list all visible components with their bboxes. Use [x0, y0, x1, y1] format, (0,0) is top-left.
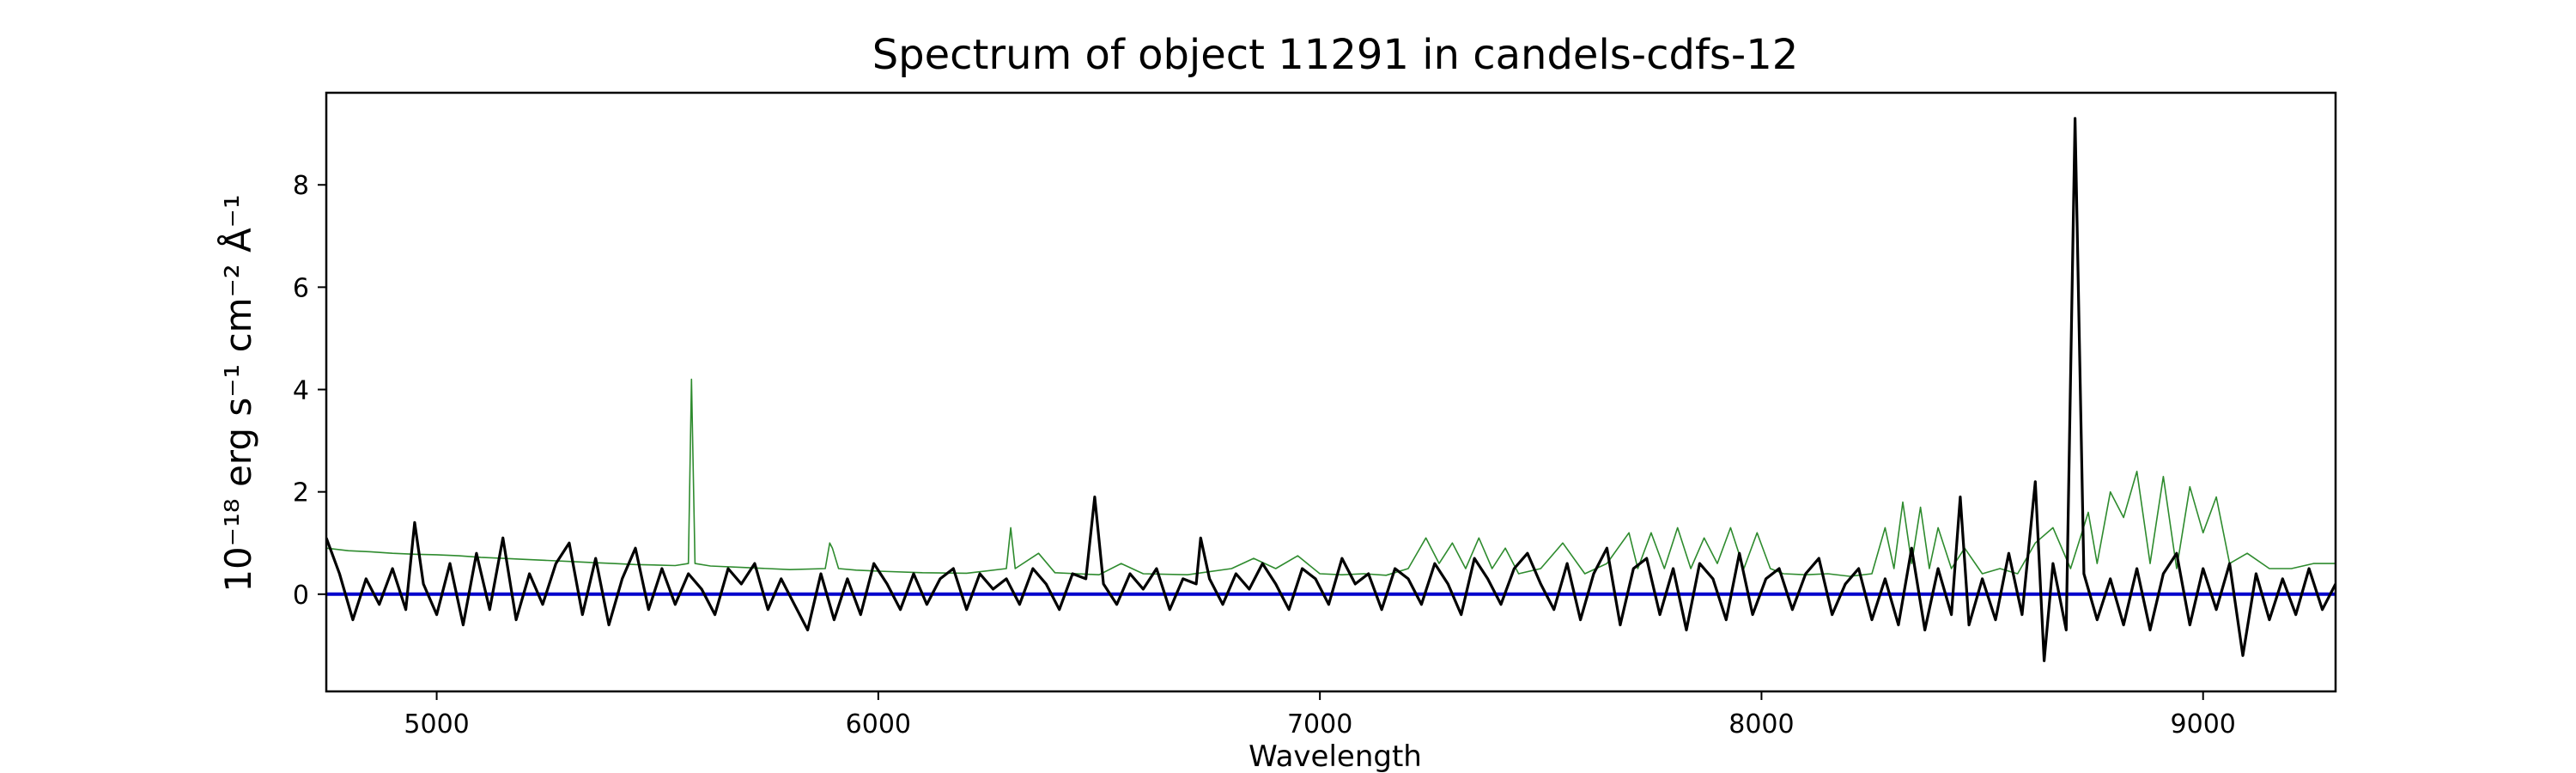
x-tick-label: 9000: [2171, 709, 2236, 740]
y-axis-label: 10⁻¹⁸ erg s⁻¹ cm⁻² Å⁻¹: [216, 194, 259, 592]
axis-ticks: 5000 6000 7000 8000 9000 0 2 4 6 8: [293, 171, 2236, 740]
y-tick-label: 4: [293, 376, 309, 406]
x-tick-label: 7000: [1287, 709, 1352, 740]
x-axis-label: Wavelength: [1249, 740, 1422, 773]
plot-area: [326, 117, 2336, 662]
y-tick-label: 6: [293, 273, 309, 303]
y-tick-label: 8: [293, 171, 309, 201]
x-tick-label: 6000: [846, 709, 911, 740]
x-tick-label: 5000: [404, 709, 469, 740]
sky-series-line: [326, 378, 2336, 577]
plot-frame: [325, 91, 2337, 693]
x-tick-label: 8000: [1728, 709, 1794, 740]
y-tick-label: 0: [293, 581, 309, 611]
flux-series-line: [326, 117, 2336, 662]
y-tick-label: 2: [293, 478, 309, 508]
chart-title: Spectrum of object 11291 in candels-cdfs…: [872, 31, 1799, 79]
